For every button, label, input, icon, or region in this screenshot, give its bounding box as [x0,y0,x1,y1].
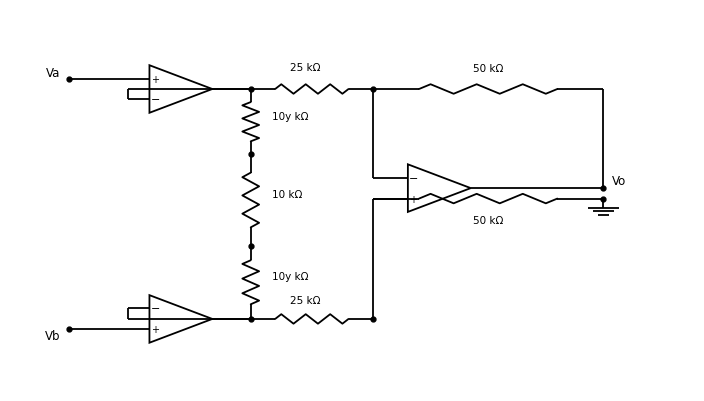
Text: 50 kΩ: 50 kΩ [473,64,503,74]
Text: Va: Va [46,67,61,80]
Text: 25 kΩ: 25 kΩ [289,63,320,73]
Text: +: + [151,324,159,334]
Text: 10y kΩ: 10y kΩ [272,111,308,122]
Text: 10y kΩ: 10y kΩ [272,271,308,282]
Text: +: + [410,194,417,204]
Text: −: − [151,304,160,314]
Text: Vo: Vo [612,175,626,188]
Text: −: − [409,173,418,183]
Text: Vb: Vb [45,329,61,342]
Text: 50 kΩ: 50 kΩ [473,216,503,226]
Text: 25 kΩ: 25 kΩ [289,295,320,305]
Text: −: − [151,95,160,105]
Text: 10 kΩ: 10 kΩ [272,190,302,200]
Text: +: + [151,74,159,84]
